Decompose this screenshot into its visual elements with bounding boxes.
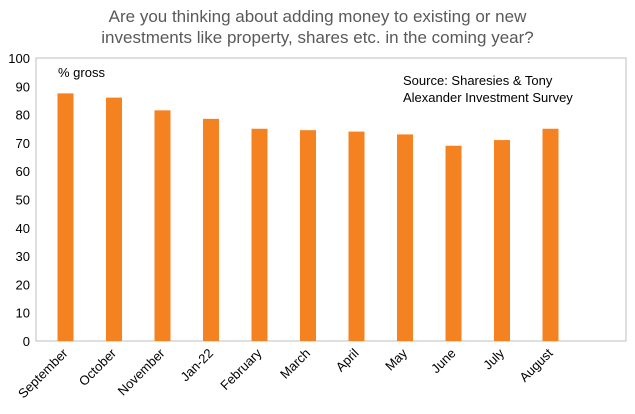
bar: [445, 145, 462, 341]
x-tick-label: October: [76, 345, 120, 389]
x-tick-label: March: [277, 346, 313, 382]
bar: [397, 134, 413, 341]
y-tick-label: 100: [8, 51, 30, 66]
y-tick-label: 70: [16, 136, 30, 151]
plot-area: [35, 57, 627, 342]
y-tick-label: 40: [16, 221, 30, 236]
y-tick-label: 30: [16, 249, 30, 264]
bars: [57, 93, 559, 342]
y-tick-label: 60: [16, 164, 30, 179]
y-axis-label: % gross: [58, 65, 105, 80]
chart-title-line-2: investments like property, shares etc. i…: [101, 28, 534, 47]
bar: [300, 130, 316, 341]
bar: [542, 128, 559, 341]
y-tick-label: 10: [16, 306, 30, 321]
chart-title-line-1: Are you thinking about adding money to e…: [108, 7, 527, 26]
y-tick-label: 80: [16, 108, 30, 123]
y-tick-label: 90: [16, 79, 30, 94]
x-tick-label: February: [217, 345, 265, 393]
bar: [154, 110, 171, 341]
y-axis: 0 10 20 30 40 50 60 70 80 90 100: [8, 51, 30, 349]
source-annotation-line-2: Alexander Investment Survey: [403, 90, 573, 105]
y-tick-label: 20: [16, 277, 30, 292]
bar: [106, 97, 122, 342]
x-tick-label: April: [333, 345, 362, 374]
y-tick-label: 0: [23, 334, 30, 349]
bar: [57, 93, 74, 341]
x-tick-label: September: [15, 345, 71, 401]
x-tick-label: August: [516, 345, 555, 384]
x-tick-label: May: [382, 345, 410, 373]
bar: [494, 140, 510, 341]
bar: [203, 118, 219, 341]
y-tick-label: 50: [16, 193, 30, 208]
source-annotation-line-1: Source: Sharesies & Tony: [403, 73, 553, 88]
bar: [251, 128, 268, 341]
x-tick-label: November: [115, 345, 168, 398]
bar: [348, 131, 365, 341]
chart-title: Are you thinking about adding money to e…: [0, 6, 635, 48]
x-tick-label: June: [428, 346, 459, 377]
x-tick-label: July: [480, 345, 507, 372]
x-tick-label: Jan-22: [177, 346, 216, 385]
